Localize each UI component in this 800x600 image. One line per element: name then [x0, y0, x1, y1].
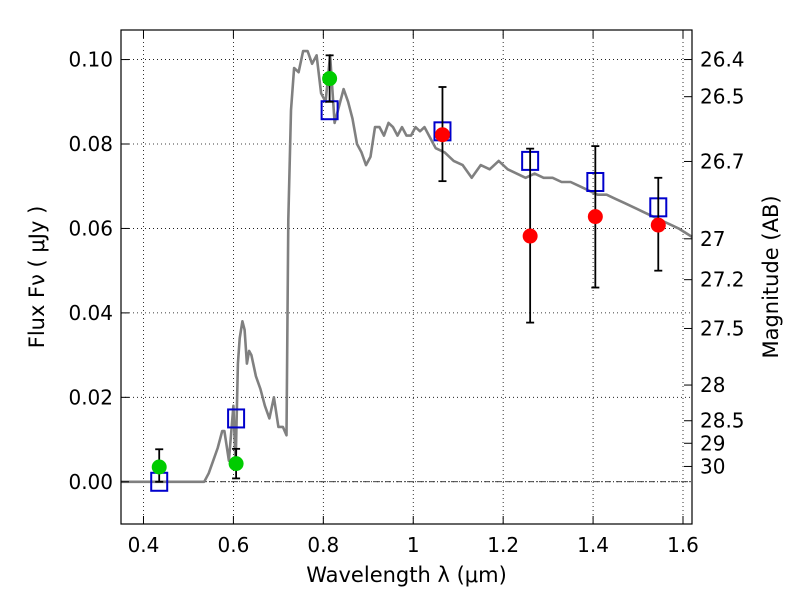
x-tick-label: 0.8 [307, 533, 339, 557]
x-tick-label: 0.6 [217, 533, 249, 557]
nearir-photometry-point [434, 127, 450, 143]
plot-frame [120, 29, 693, 525]
x-axis-title: Wavelength λ (μm) [306, 563, 507, 587]
photometry-layer [150, 54, 668, 492]
x-tick-label: 0.4 [128, 533, 160, 557]
magnitude-tick-label: 28 [700, 373, 725, 397]
magnitude-tick-label: 27.5 [700, 316, 745, 340]
optical-photometry-point [322, 71, 338, 87]
axis-ticks: 0.4 0.6 0.8 1 1.2 1.4 1.6 0.00 0.02 0.04 0.06 0.08 0… [68, 30, 745, 557]
y-tick-label: 0.06 [68, 216, 113, 240]
y-tick-label: 0.10 [68, 48, 113, 72]
model-sed-line [121, 49, 693, 484]
model-sed-layer [121, 49, 693, 484]
magnitude-tick-label: 27 [700, 227, 725, 251]
y-tick-label: 0.02 [68, 385, 113, 409]
x-tick-label: 1.4 [577, 533, 609, 557]
magnitude-tick-label: 30 [700, 454, 725, 478]
nearir-photometry-point [650, 217, 666, 233]
y-axis-title: Flux Fν ( μJy ) [25, 206, 49, 349]
magnitude-tick-label: 26.4 [700, 48, 745, 72]
magnitude-tick-label: 27.2 [700, 268, 745, 292]
x-tick-label: 1.2 [487, 533, 519, 557]
nearir-photometry-point [522, 228, 538, 244]
magnitude-tick-label: 26.7 [700, 149, 745, 173]
optical-photometry-point [151, 459, 167, 475]
magnitude-axis-title: Magnitude (AB) [759, 195, 783, 358]
optical-photometry-point [228, 456, 244, 472]
magnitude-tick-label: 28.5 [700, 409, 745, 433]
y-tick-label: 0.08 [68, 132, 113, 156]
x-tick-label: 1 [407, 533, 420, 557]
magnitude-tick-label: 26.5 [700, 85, 745, 109]
model-band-flux-square [227, 408, 246, 429]
y-tick-label: 0.04 [68, 301, 113, 325]
x-tick-label: 1.6 [667, 533, 699, 557]
nearir-photometry-point [587, 209, 603, 225]
grid-lines [121, 30, 692, 524]
y-tick-label: 0.00 [68, 470, 113, 494]
magnitude-tick-label: 29 [700, 431, 725, 455]
